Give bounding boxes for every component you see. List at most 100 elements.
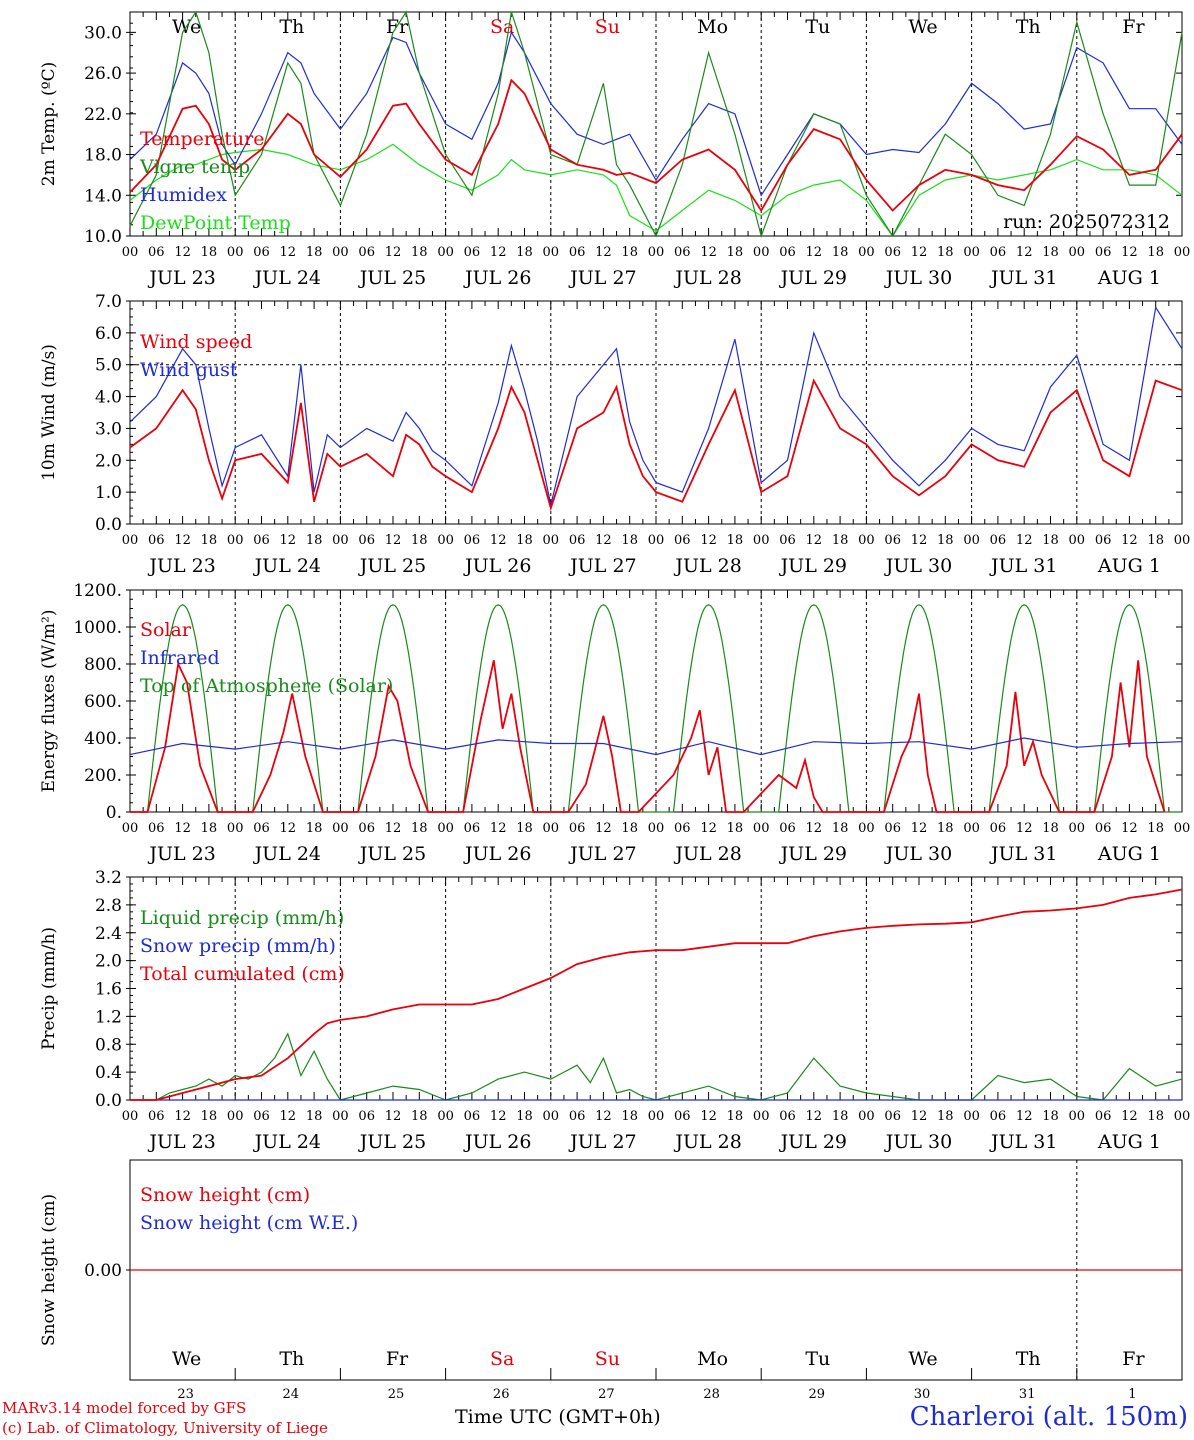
y-tick-label: 3.0 bbox=[95, 419, 122, 439]
y-tick-label: 3.2 bbox=[95, 868, 122, 888]
hour-tick-label: 12 bbox=[490, 1109, 507, 1124]
hour-tick-label: 06 bbox=[1095, 1109, 1112, 1124]
weekday-label: Mo bbox=[697, 16, 728, 38]
y-tick-label: 1.6 bbox=[95, 980, 122, 1000]
series-line bbox=[130, 1032, 1183, 1101]
y-tick-label: 800. bbox=[84, 655, 122, 675]
hour-tick-label: 18 bbox=[621, 533, 638, 548]
hour-tick-label: 00 bbox=[1174, 1109, 1191, 1124]
hour-tick-label: 00 bbox=[858, 1109, 875, 1124]
date-label: JUL 23 bbox=[147, 555, 215, 577]
legend-entry: DewPoint Temp bbox=[140, 212, 291, 234]
time-axis-label: Time UTC (GMT+0h) bbox=[455, 1406, 661, 1428]
hour-tick-label: 18 bbox=[516, 821, 533, 836]
day-number-label: 24 bbox=[283, 1387, 300, 1402]
date-label: JUL 30 bbox=[884, 843, 952, 865]
hour-tick-label: 06 bbox=[569, 533, 586, 548]
day-number-label: 30 bbox=[914, 1387, 931, 1402]
y-tick-label: 0.00 bbox=[84, 1261, 122, 1281]
hour-tick-label: 06 bbox=[148, 245, 165, 260]
series-line bbox=[129, 10, 1183, 239]
hour-tick-label: 00 bbox=[963, 1109, 980, 1124]
y-tick-label: 0.8 bbox=[95, 1035, 122, 1055]
hour-tick-label: 18 bbox=[727, 245, 744, 260]
series-line bbox=[129, 305, 1183, 506]
legend-entry: Wind gust bbox=[140, 359, 238, 381]
weekday-label: Tu bbox=[805, 16, 830, 38]
y-tick-label: 600. bbox=[84, 692, 122, 712]
date-label: JUL 31 bbox=[989, 1131, 1057, 1153]
hour-tick-label: 12 bbox=[700, 1109, 717, 1124]
hour-tick-label: 12 bbox=[385, 1109, 402, 1124]
model-credit: MARv3.14 model forced by GFS bbox=[2, 1399, 247, 1417]
hour-tick-label: 00 bbox=[1174, 533, 1191, 548]
day-number-label: 28 bbox=[703, 1387, 720, 1402]
hour-tick-label: 18 bbox=[516, 245, 533, 260]
day-number-label: 23 bbox=[177, 1387, 194, 1402]
weekday-label: Su bbox=[595, 1348, 620, 1370]
hour-tick-label: 06 bbox=[674, 1109, 691, 1124]
date-label: JUL 24 bbox=[253, 267, 321, 289]
date-label: JUL 29 bbox=[779, 843, 847, 865]
hour-tick-label: 00 bbox=[227, 821, 244, 836]
hour-tick-label: 18 bbox=[1147, 1109, 1164, 1124]
date-label: AUG 1 bbox=[1097, 555, 1161, 577]
hour-tick-label: 18 bbox=[1147, 533, 1164, 548]
legend-entry: Wind speed bbox=[140, 331, 252, 353]
y-axis-label: Precip (mm/h) bbox=[39, 927, 59, 1050]
hour-tick-label: 12 bbox=[280, 1109, 297, 1124]
date-label: JUL 24 bbox=[253, 555, 321, 577]
date-label: JUL 25 bbox=[358, 555, 426, 577]
series-line bbox=[129, 737, 1183, 756]
hour-tick-label: 06 bbox=[253, 821, 270, 836]
hour-tick-label: 12 bbox=[595, 533, 612, 548]
legend-entry: Vigne temp bbox=[139, 156, 250, 178]
date-label: JUL 28 bbox=[673, 843, 741, 865]
hour-tick-label: 06 bbox=[569, 1109, 586, 1124]
hour-tick-label: 18 bbox=[306, 533, 323, 548]
date-label: JUL 27 bbox=[568, 267, 636, 289]
hour-tick-label: 06 bbox=[779, 533, 796, 548]
hour-tick-label: 18 bbox=[306, 1109, 323, 1124]
y-tick-label: 7.0 bbox=[95, 292, 122, 312]
legend-entry: Humidex bbox=[140, 184, 227, 206]
weekday-label: Fr bbox=[386, 1348, 409, 1370]
hour-tick-label: 00 bbox=[332, 1109, 349, 1124]
hour-tick-label: 12 bbox=[911, 1109, 928, 1124]
hour-tick-label: 18 bbox=[411, 533, 428, 548]
weekday-label: Fr bbox=[1122, 1348, 1145, 1370]
date-label: JUL 26 bbox=[463, 1131, 531, 1153]
hour-tick-label: 18 bbox=[832, 821, 849, 836]
date-label: JUL 28 bbox=[673, 267, 741, 289]
hour-tick-label: 00 bbox=[753, 1109, 770, 1124]
hour-tick-label: 12 bbox=[595, 821, 612, 836]
hour-tick-label: 00 bbox=[543, 245, 560, 260]
hour-tick-label: 18 bbox=[937, 1109, 954, 1124]
hour-tick-label: 18 bbox=[306, 821, 323, 836]
hour-tick-label: 00 bbox=[122, 1109, 139, 1124]
date-label: JUL 29 bbox=[779, 555, 847, 577]
weekday-label: Tu bbox=[805, 1348, 830, 1370]
y-tick-label: 2.0 bbox=[95, 952, 122, 972]
date-label: JUL 23 bbox=[147, 1131, 215, 1153]
hour-tick-label: 18 bbox=[621, 821, 638, 836]
hour-tick-label: 18 bbox=[1042, 821, 1059, 836]
y-tick-label: 0.0 bbox=[95, 515, 122, 535]
hour-tick-label: 18 bbox=[1042, 533, 1059, 548]
series-line bbox=[129, 143, 1183, 238]
hour-tick-label: 18 bbox=[727, 1109, 744, 1124]
hour-tick-label: 18 bbox=[832, 245, 849, 260]
hour-tick-label: 06 bbox=[569, 821, 586, 836]
hour-tick-label: 06 bbox=[464, 821, 481, 836]
hour-tick-label: 00 bbox=[332, 533, 349, 548]
series-line bbox=[129, 378, 1183, 512]
series-line bbox=[129, 30, 1183, 197]
hour-tick-label: 00 bbox=[648, 821, 665, 836]
date-label: JUL 31 bbox=[989, 555, 1057, 577]
hour-tick-label: 12 bbox=[1016, 1109, 1033, 1124]
y-tick-label: 5.0 bbox=[95, 356, 122, 376]
y-tick-label: 0. bbox=[106, 803, 122, 823]
hour-tick-label: 18 bbox=[201, 533, 218, 548]
date-label: JUL 25 bbox=[358, 1131, 426, 1153]
hour-tick-label: 00 bbox=[543, 821, 560, 836]
